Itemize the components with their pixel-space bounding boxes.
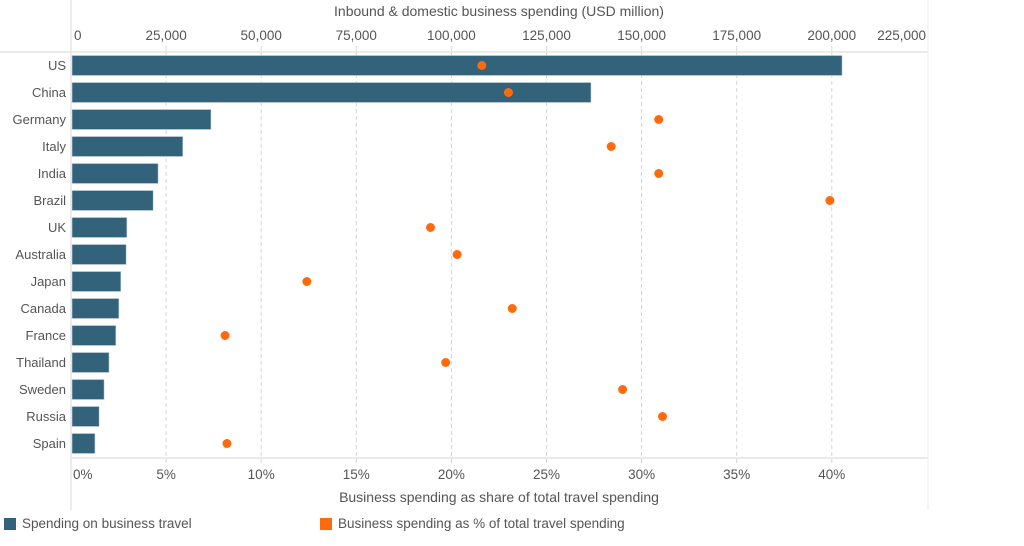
bar [71,244,127,265]
bar [71,406,100,427]
dot [441,358,451,367]
category-label: Italy [42,139,66,154]
legend-item-dots: Business spending as % of total travel s… [320,516,625,531]
top-axis-ticks: 0 25,000 50,000 75,000 100,000 125,000 150,000… [74,28,926,43]
top-tick-label: 0 [74,28,82,43]
dot [425,223,435,232]
dot [658,412,668,421]
bottom-tick-label: 10% [248,467,275,482]
bar [71,190,154,211]
legend-item-bars: Spending on business travel [4,516,192,531]
bottom-axis-title: Business spending as share of total trav… [339,489,659,505]
bottom-tick-label: 35% [723,467,750,482]
category-label: Canada [20,301,66,316]
top-tick-label: 225,000 [877,28,926,43]
bar [71,55,843,76]
dot [825,196,835,205]
bottom-tick-label: 25% [533,467,560,482]
top-tick-label: 50,000 [241,28,282,43]
bottom-tick-label: 30% [628,467,655,482]
category-label: Sweden [19,382,66,397]
legend-swatch-bars [4,517,16,530]
bar [71,271,122,292]
bar [71,136,184,157]
bar [71,82,592,103]
top-tick-label: 75,000 [336,28,377,43]
plot-frame [0,0,929,510]
top-tick-label: 125,000 [522,28,571,43]
dot [654,169,664,178]
category-label: Russia [26,409,67,424]
category-label: Brazil [33,193,66,208]
bottom-tick-label: 20% [438,467,465,482]
dot [503,88,513,97]
bottom-tick-label: 40% [818,467,845,482]
category-label: India [38,166,67,181]
top-axis-title: Inbound & domestic business spending (US… [334,3,664,19]
top-tick-label: 100,000 [427,28,476,43]
bar-series [71,55,843,454]
dot [618,385,628,394]
bar [71,298,120,319]
top-tick-label: 25,000 [145,28,186,43]
legend-label-dots: Business spending as % of total travel s… [338,516,625,531]
dot [302,277,312,286]
bar [71,379,105,400]
bar [71,109,212,130]
bar [71,163,159,184]
category-label: Thailand [16,355,66,370]
legend-swatch-dots [320,517,332,530]
dot [606,142,616,151]
top-tick-label: 175,000 [712,28,761,43]
category-label: Germany [13,112,67,127]
bar [71,433,96,454]
dot [507,304,517,313]
dot [477,61,487,70]
category-label: China [32,85,67,100]
bottom-axis-ticks: 0% 5% 10% 15% 20% 25% 30% 35% 40% [73,467,845,482]
bottom-tick-label: 0% [73,467,93,482]
bottom-tick-label: 15% [343,467,370,482]
category-label: US [48,58,66,73]
category-label: Australia [15,247,66,262]
category-labels: US China Germany Italy India Brazil UK Australi… [13,58,67,451]
dot [222,439,232,448]
category-label: Japan [31,274,66,289]
category-label: UK [48,220,66,235]
bar [71,217,128,238]
dot [452,250,462,259]
bar [71,325,117,346]
bar [71,352,110,373]
legend-label-bars: Spending on business travel [22,516,192,531]
top-tick-label: 150,000 [617,28,666,43]
bottom-tick-label: 5% [156,467,176,482]
dot [654,115,664,124]
top-tick-label: 200,000 [807,28,856,43]
dot [220,331,230,340]
dot-series [220,61,835,448]
gridlines [165,46,833,464]
category-label: Spain [33,436,66,451]
category-label: France [26,328,66,343]
